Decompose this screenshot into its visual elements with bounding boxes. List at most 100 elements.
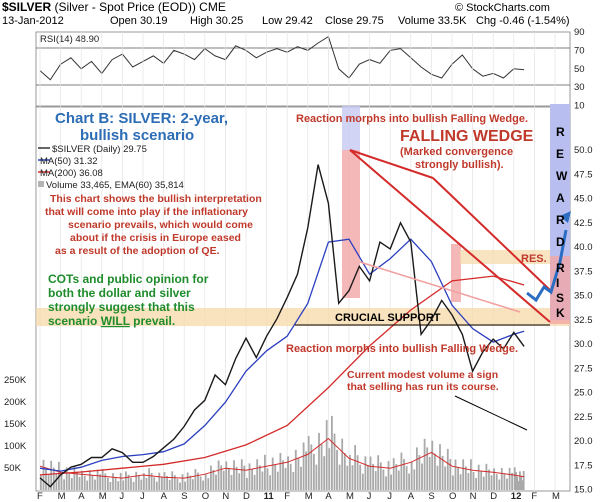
- volume-bar: [423, 438, 426, 490]
- volume-bar: [127, 474, 130, 490]
- annotation-reaction-top: Reaction morphs into bullish Falling Wed…: [296, 113, 528, 125]
- x-tick-label: N: [470, 491, 477, 502]
- volume-bar: [137, 475, 140, 490]
- header-open: Open 30.19: [110, 15, 168, 27]
- volume-bar: [191, 479, 194, 490]
- price-tick-label: 45.0: [574, 194, 593, 205]
- volume-bar: [65, 467, 68, 490]
- volume-bar: [289, 463, 292, 490]
- header-change: Chg -0.46 (-1.54%): [476, 15, 570, 27]
- volume-bar: [99, 474, 101, 490]
- volume-bar: [452, 475, 454, 490]
- volume-bar: [369, 456, 372, 490]
- annotation-interp-2: that will come into play if the inflatio…: [45, 206, 248, 218]
- volume-trend-line: [454, 395, 528, 431]
- volume-bar: [248, 463, 251, 490]
- volume-tick-label: 100K: [4, 441, 27, 452]
- x-tick-label: M: [552, 491, 560, 502]
- header-volume: Volume 33.5K: [398, 15, 467, 27]
- x-tick-label: D: [490, 491, 497, 502]
- annotation-volume-1: Current modest volume a sign: [347, 369, 498, 381]
- volume-bar: [225, 461, 228, 490]
- volume-bar: [179, 482, 181, 490]
- price-tick-label: 27.5: [574, 363, 593, 374]
- volume-bar: [181, 474, 184, 490]
- volume-bar: [500, 468, 503, 490]
- volume-bar: [307, 436, 310, 490]
- volume-bar: [364, 456, 367, 490]
- volume-bar: [472, 472, 475, 490]
- volume-bar: [287, 456, 289, 490]
- volume-bar: [515, 472, 517, 490]
- volume-bar: [284, 467, 287, 490]
- volume-bar: [333, 433, 336, 490]
- volume-bar: [68, 472, 71, 490]
- volume-bar: [199, 476, 202, 490]
- chart-title-1: Chart B: SILVER: 2-year,: [55, 110, 228, 127]
- rsi-frame: [35, 31, 571, 107]
- wedge-lower-line: [349, 149, 551, 323]
- volume-bar: [96, 469, 99, 490]
- x-tick-label: J: [140, 491, 145, 502]
- volume-bar: [506, 478, 508, 490]
- volume-tick-label: 150K: [4, 419, 27, 430]
- x-tick-label: F: [37, 491, 43, 502]
- volume-bar: [428, 456, 431, 490]
- volume-bar: [171, 471, 174, 490]
- x-tick-label: M: [346, 491, 354, 502]
- volume-bar: [336, 449, 338, 490]
- x-tick-label: J: [119, 491, 124, 502]
- volume-bar: [101, 469, 104, 490]
- volume-bar: [258, 465, 261, 491]
- volume-bar: [341, 438, 344, 490]
- volume-bar: [343, 453, 346, 490]
- annotation-interp-5: as a result of the adoption of QE.: [55, 245, 220, 257]
- annotation-convergence-1: (Marked convergence: [400, 146, 513, 158]
- volume-bar: [397, 470, 400, 490]
- x-tick-label: 12: [511, 491, 522, 502]
- volume-bar: [251, 469, 253, 490]
- price-tick-label: 25.0: [574, 388, 593, 399]
- volume-bar: [416, 447, 418, 490]
- rsi-label: RSI(14) 48.90: [40, 34, 99, 45]
- volume-tick-label: 250K: [4, 375, 27, 386]
- price-tick-label: 50.0: [574, 145, 593, 156]
- volume-bar: [408, 473, 410, 490]
- volume-bar: [418, 455, 421, 490]
- annotation-cots-4: scenario WILL prevail.: [48, 314, 175, 328]
- risk-letter: I: [556, 276, 559, 290]
- volume-bar: [220, 465, 223, 490]
- volume-bar: [493, 468, 495, 490]
- risk-letter: R: [556, 261, 565, 275]
- volume-bar: [122, 480, 125, 490]
- x-tick-label: M: [99, 491, 107, 502]
- volume-bar: [519, 471, 521, 490]
- annotation-interp-4: about if the crisis in Europe eased: [70, 232, 241, 244]
- volume-bar: [212, 469, 215, 490]
- volume-bar: [351, 465, 354, 490]
- reward-letter: R: [556, 213, 565, 227]
- volume-bar: [145, 478, 148, 490]
- volume-bar: [282, 460, 284, 490]
- volume-bar: [320, 444, 323, 490]
- x-tick-label: 11: [264, 491, 275, 502]
- volume-bar: [76, 471, 78, 490]
- volume-bar: [230, 474, 233, 490]
- x-tick-label: S: [181, 491, 187, 502]
- volume-bar: [477, 464, 480, 490]
- volume-bar: [109, 482, 112, 490]
- volume-bars: [40, 415, 525, 491]
- price-tick-label: 22.5: [574, 412, 593, 423]
- volume-bar: [522, 471, 525, 490]
- volume-bar: [207, 478, 210, 490]
- ma50-line: [39, 238, 525, 472]
- rsi-panel: RSI(14) 48.90 90 70 50 30 10: [35, 27, 585, 112]
- volume-bar: [70, 478, 73, 490]
- x-tick-label: O: [449, 491, 456, 502]
- price-tick-label: 30.0: [574, 339, 593, 350]
- reward-letter: W: [556, 169, 568, 183]
- volume-axis: 250K 200K 150K 100K 50K: [4, 375, 27, 474]
- volume-bar: [300, 466, 302, 490]
- volume-bar: [233, 460, 235, 490]
- price-tick-label: 47.5: [574, 169, 593, 180]
